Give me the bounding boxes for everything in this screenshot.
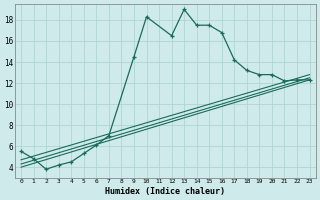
X-axis label: Humidex (Indice chaleur): Humidex (Indice chaleur) (105, 187, 225, 196)
